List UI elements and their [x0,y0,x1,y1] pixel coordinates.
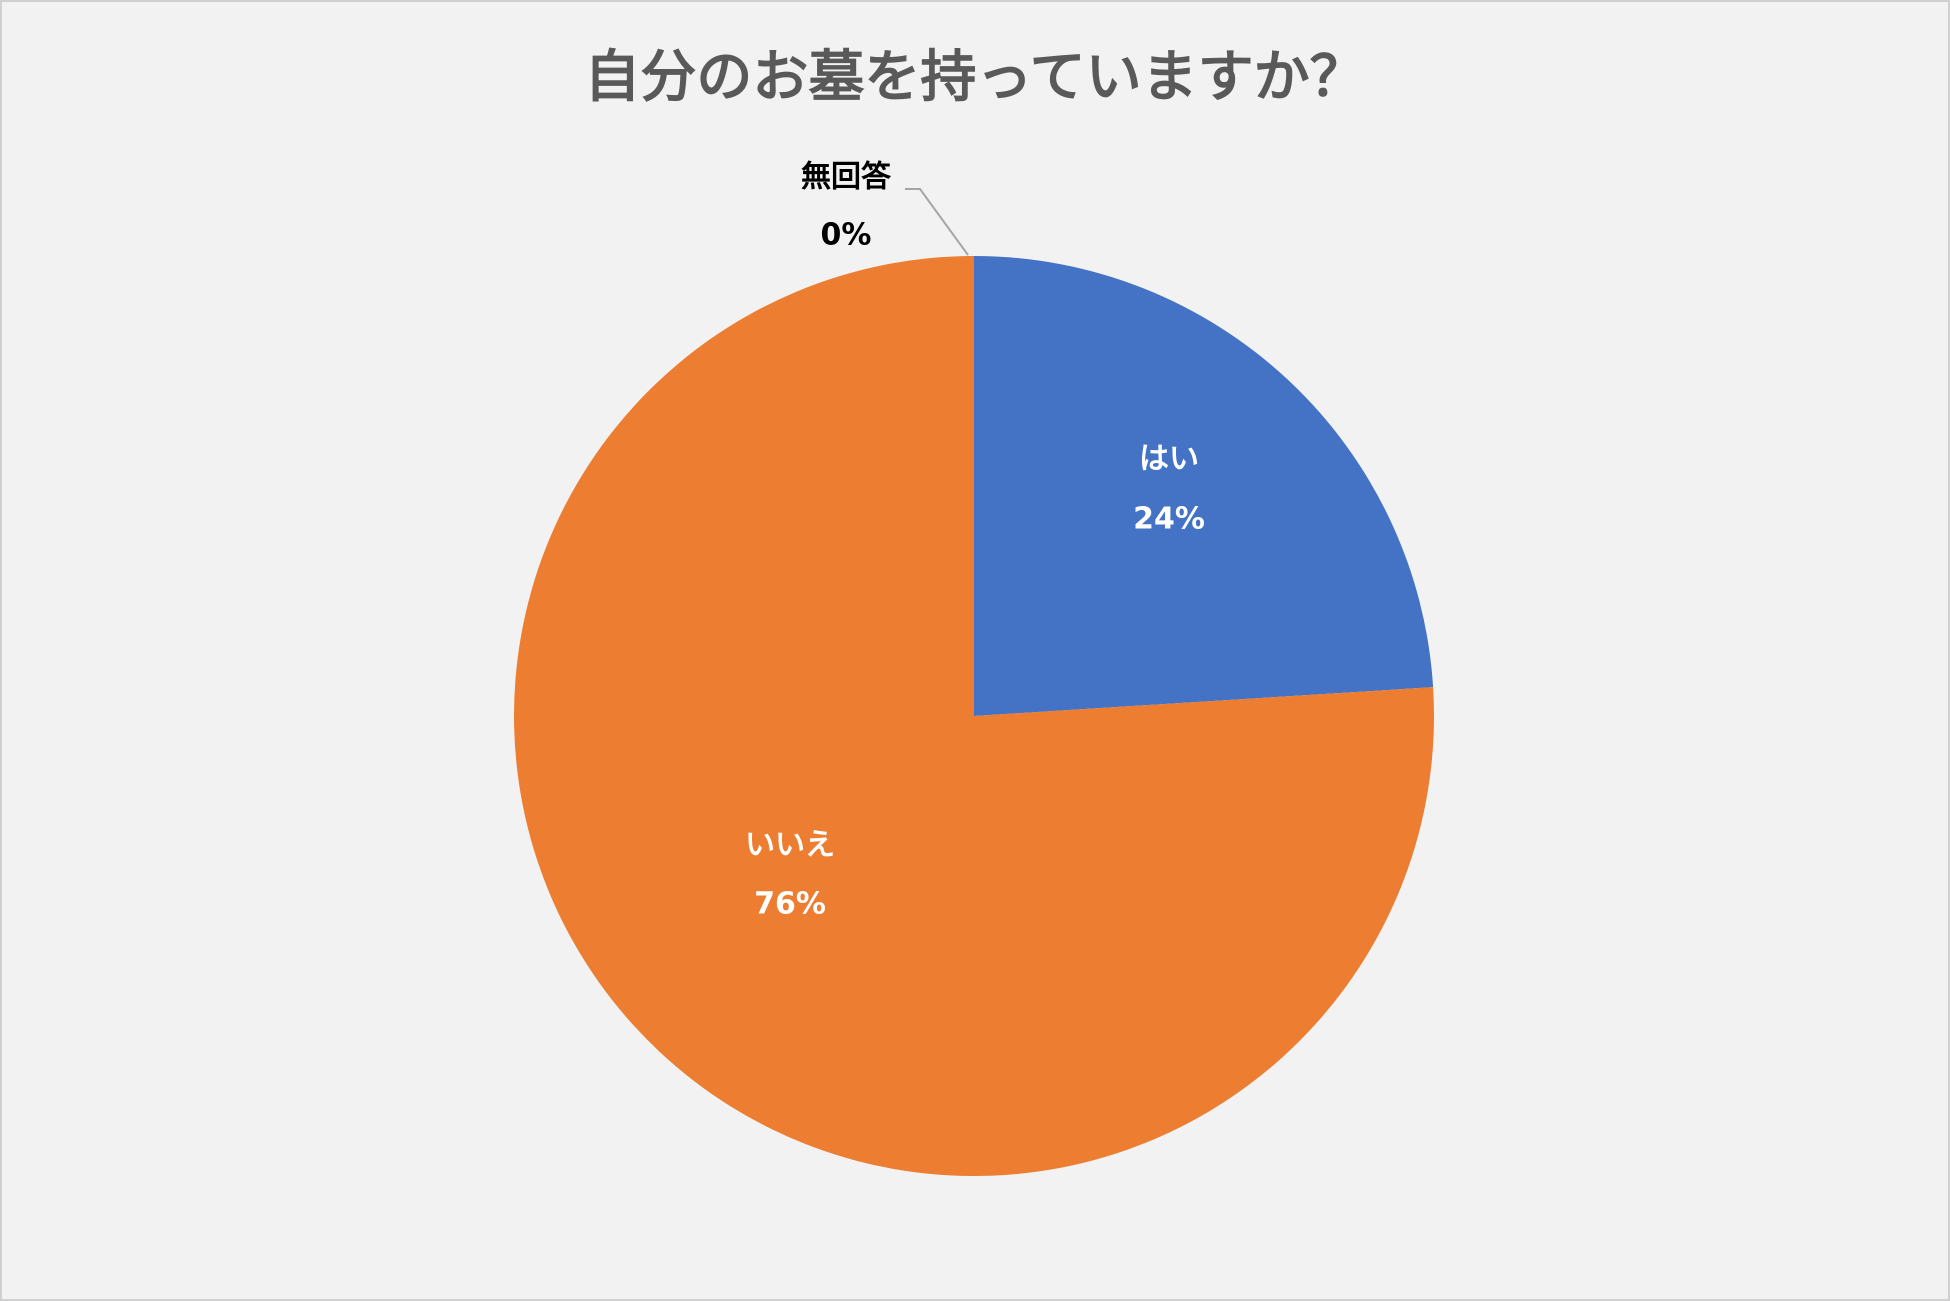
pie-slice [513,256,1434,1176]
chart-title: 自分のお墓を持っていますか？ [584,45,1365,110]
leader-line [905,188,969,256]
category-label: 無回答 [801,160,892,195]
value-label: 24% [1133,502,1205,537]
category-label: はい [1139,442,1199,477]
value-label: 0% [821,218,872,253]
value-label: 76% [754,887,826,922]
category-label: いいえ [745,828,835,863]
pie-slice [974,256,1434,716]
